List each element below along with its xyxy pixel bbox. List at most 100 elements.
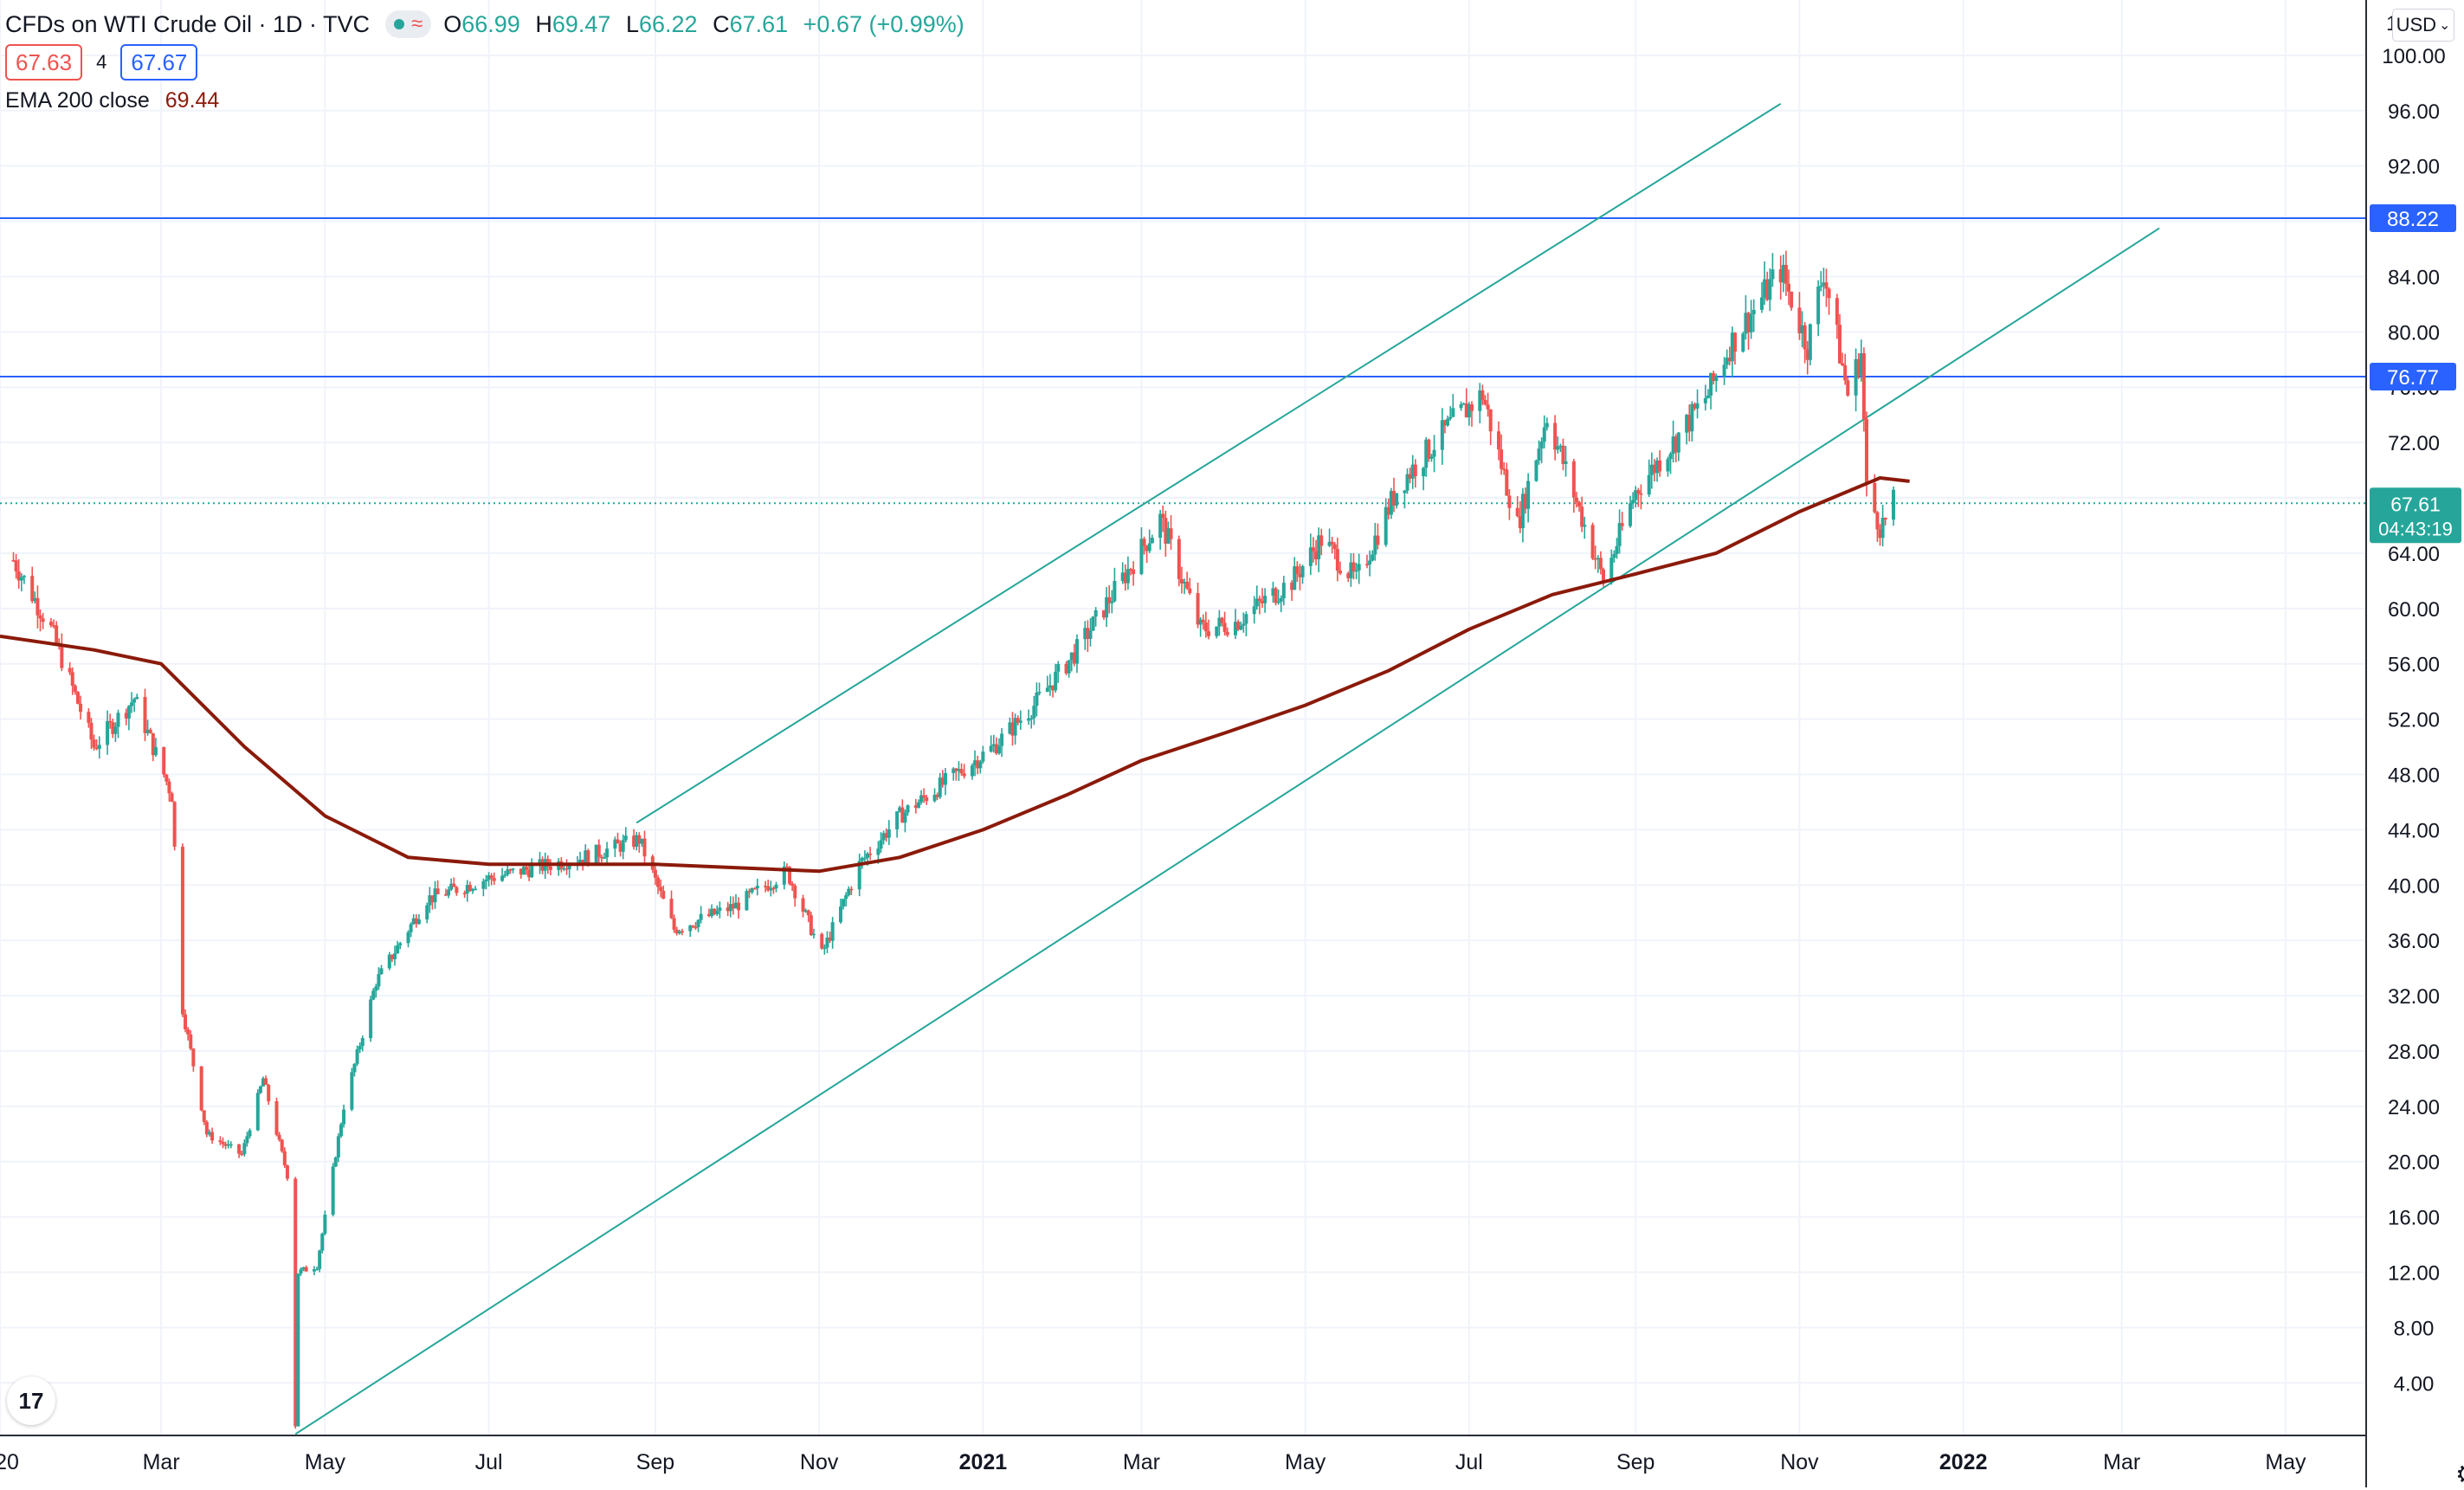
candle-body xyxy=(710,908,714,917)
candle-body xyxy=(481,880,486,889)
candle-body xyxy=(1797,307,1802,334)
candle-body xyxy=(616,839,620,844)
candle-body xyxy=(369,999,373,1039)
candle-body xyxy=(1029,718,1034,720)
candle-body xyxy=(320,1233,325,1251)
candle-body xyxy=(1239,625,1243,630)
candles xyxy=(11,250,1896,1429)
sell-button[interactable]: 67.63 xyxy=(5,44,83,81)
candle-body xyxy=(935,794,939,797)
candle-body xyxy=(674,929,679,934)
candle-body xyxy=(1158,513,1163,539)
time-tick-label: May xyxy=(1285,1450,1326,1474)
buy-button[interactable]: 67.67 xyxy=(120,44,198,81)
candle-body xyxy=(226,1144,230,1146)
candle-body xyxy=(1598,558,1603,570)
candle-body xyxy=(428,895,432,906)
candle-body xyxy=(656,877,661,887)
high-value: 69.47 xyxy=(551,10,611,37)
candle-body xyxy=(447,889,451,896)
candle-body xyxy=(1722,364,1726,377)
candle-body xyxy=(387,954,391,969)
candle-body xyxy=(113,726,118,734)
candle-body xyxy=(1459,404,1463,409)
candle-body xyxy=(97,745,101,749)
open-label: O xyxy=(443,10,462,37)
candle-body xyxy=(1198,619,1203,625)
candle-body xyxy=(153,746,158,756)
candle-body xyxy=(1220,617,1224,623)
trend-channel[interactable] xyxy=(294,102,2160,1435)
candle-body xyxy=(957,769,961,771)
indicator-label[interactable]: EMA 200 close xyxy=(5,87,150,113)
candle-body xyxy=(677,931,681,934)
candle-body xyxy=(393,953,397,959)
candle-body xyxy=(868,853,873,855)
candle-body xyxy=(124,713,128,719)
candle-body xyxy=(898,807,902,812)
time-tick-label: Mar xyxy=(143,1450,180,1474)
candle-body xyxy=(581,860,585,864)
time-tick-label: May xyxy=(305,1450,346,1474)
candle-body xyxy=(745,891,749,911)
gear-icon[interactable]: ⚙ xyxy=(2455,1460,2464,1490)
candle-body xyxy=(261,1078,266,1087)
candle-body xyxy=(75,692,80,704)
candle-body xyxy=(715,911,719,914)
candle-body xyxy=(312,1269,316,1272)
candle-body xyxy=(1252,606,1256,615)
candle-body xyxy=(1824,282,1829,289)
candle-body xyxy=(199,1066,203,1111)
candle-body xyxy=(943,772,947,785)
candle-body xyxy=(803,910,808,913)
candle-body xyxy=(202,1110,206,1122)
candle-body xyxy=(360,1038,364,1047)
time-tick-label: Mar xyxy=(2103,1450,2140,1474)
candle-body xyxy=(1685,415,1689,433)
candle-body xyxy=(1424,439,1429,468)
candle-body xyxy=(267,1084,271,1101)
candle-body xyxy=(525,867,529,870)
candle-body xyxy=(1056,663,1061,672)
candle-body xyxy=(842,899,846,907)
candle-body xyxy=(564,868,569,870)
candle-body xyxy=(1703,397,1707,403)
candle-body xyxy=(1403,490,1407,493)
candle-body xyxy=(1464,403,1468,418)
symbol-title[interactable]: CFDs on WTI Crude Oil · 1D · TVC xyxy=(5,10,371,37)
candle-body xyxy=(1612,553,1616,558)
candle-body xyxy=(492,878,496,881)
candle-body xyxy=(1751,309,1756,315)
candle-body xyxy=(635,835,639,847)
candle-body xyxy=(151,732,155,756)
candle-body xyxy=(925,797,929,802)
candle-body xyxy=(377,974,381,987)
currency-button[interactable]: USD ⌄ xyxy=(2392,9,2454,42)
candle-body xyxy=(435,888,440,894)
tradingview-logo-icon[interactable]: 17 xyxy=(7,1377,55,1425)
bar-countdown-label: 04:43:19 xyxy=(2378,518,2453,539)
candle-body xyxy=(1371,554,1375,561)
status-pill[interactable]: ≈ xyxy=(385,10,432,38)
candle-body xyxy=(1261,601,1265,603)
candle-body xyxy=(1242,623,1246,626)
candle-body xyxy=(280,1139,284,1151)
horizontal-lines[interactable] xyxy=(0,217,2366,505)
candle-body xyxy=(1263,596,1267,603)
candle-body xyxy=(1601,569,1605,584)
candle-body xyxy=(1161,513,1165,519)
candle-body xyxy=(1054,671,1058,691)
candle-body xyxy=(358,1046,362,1050)
candle-body xyxy=(1145,545,1149,551)
candle-body xyxy=(430,895,435,903)
candle-body xyxy=(355,1049,359,1064)
candle-body xyxy=(242,1143,247,1155)
candle-body xyxy=(1222,622,1227,632)
candle-body xyxy=(989,745,993,752)
candle-body xyxy=(1461,403,1466,405)
price-tick-label: 52.00 xyxy=(2388,709,2440,732)
candle-body xyxy=(1179,578,1184,584)
candle-body xyxy=(68,668,72,673)
